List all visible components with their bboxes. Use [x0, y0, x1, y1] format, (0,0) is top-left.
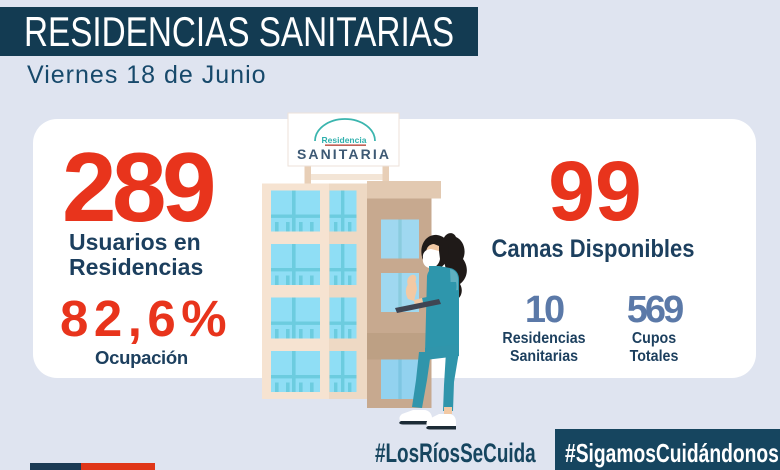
- svg-text:SANITARIA: SANITARIA: [297, 146, 391, 162]
- svg-text:Residencia: Residencia: [322, 135, 367, 145]
